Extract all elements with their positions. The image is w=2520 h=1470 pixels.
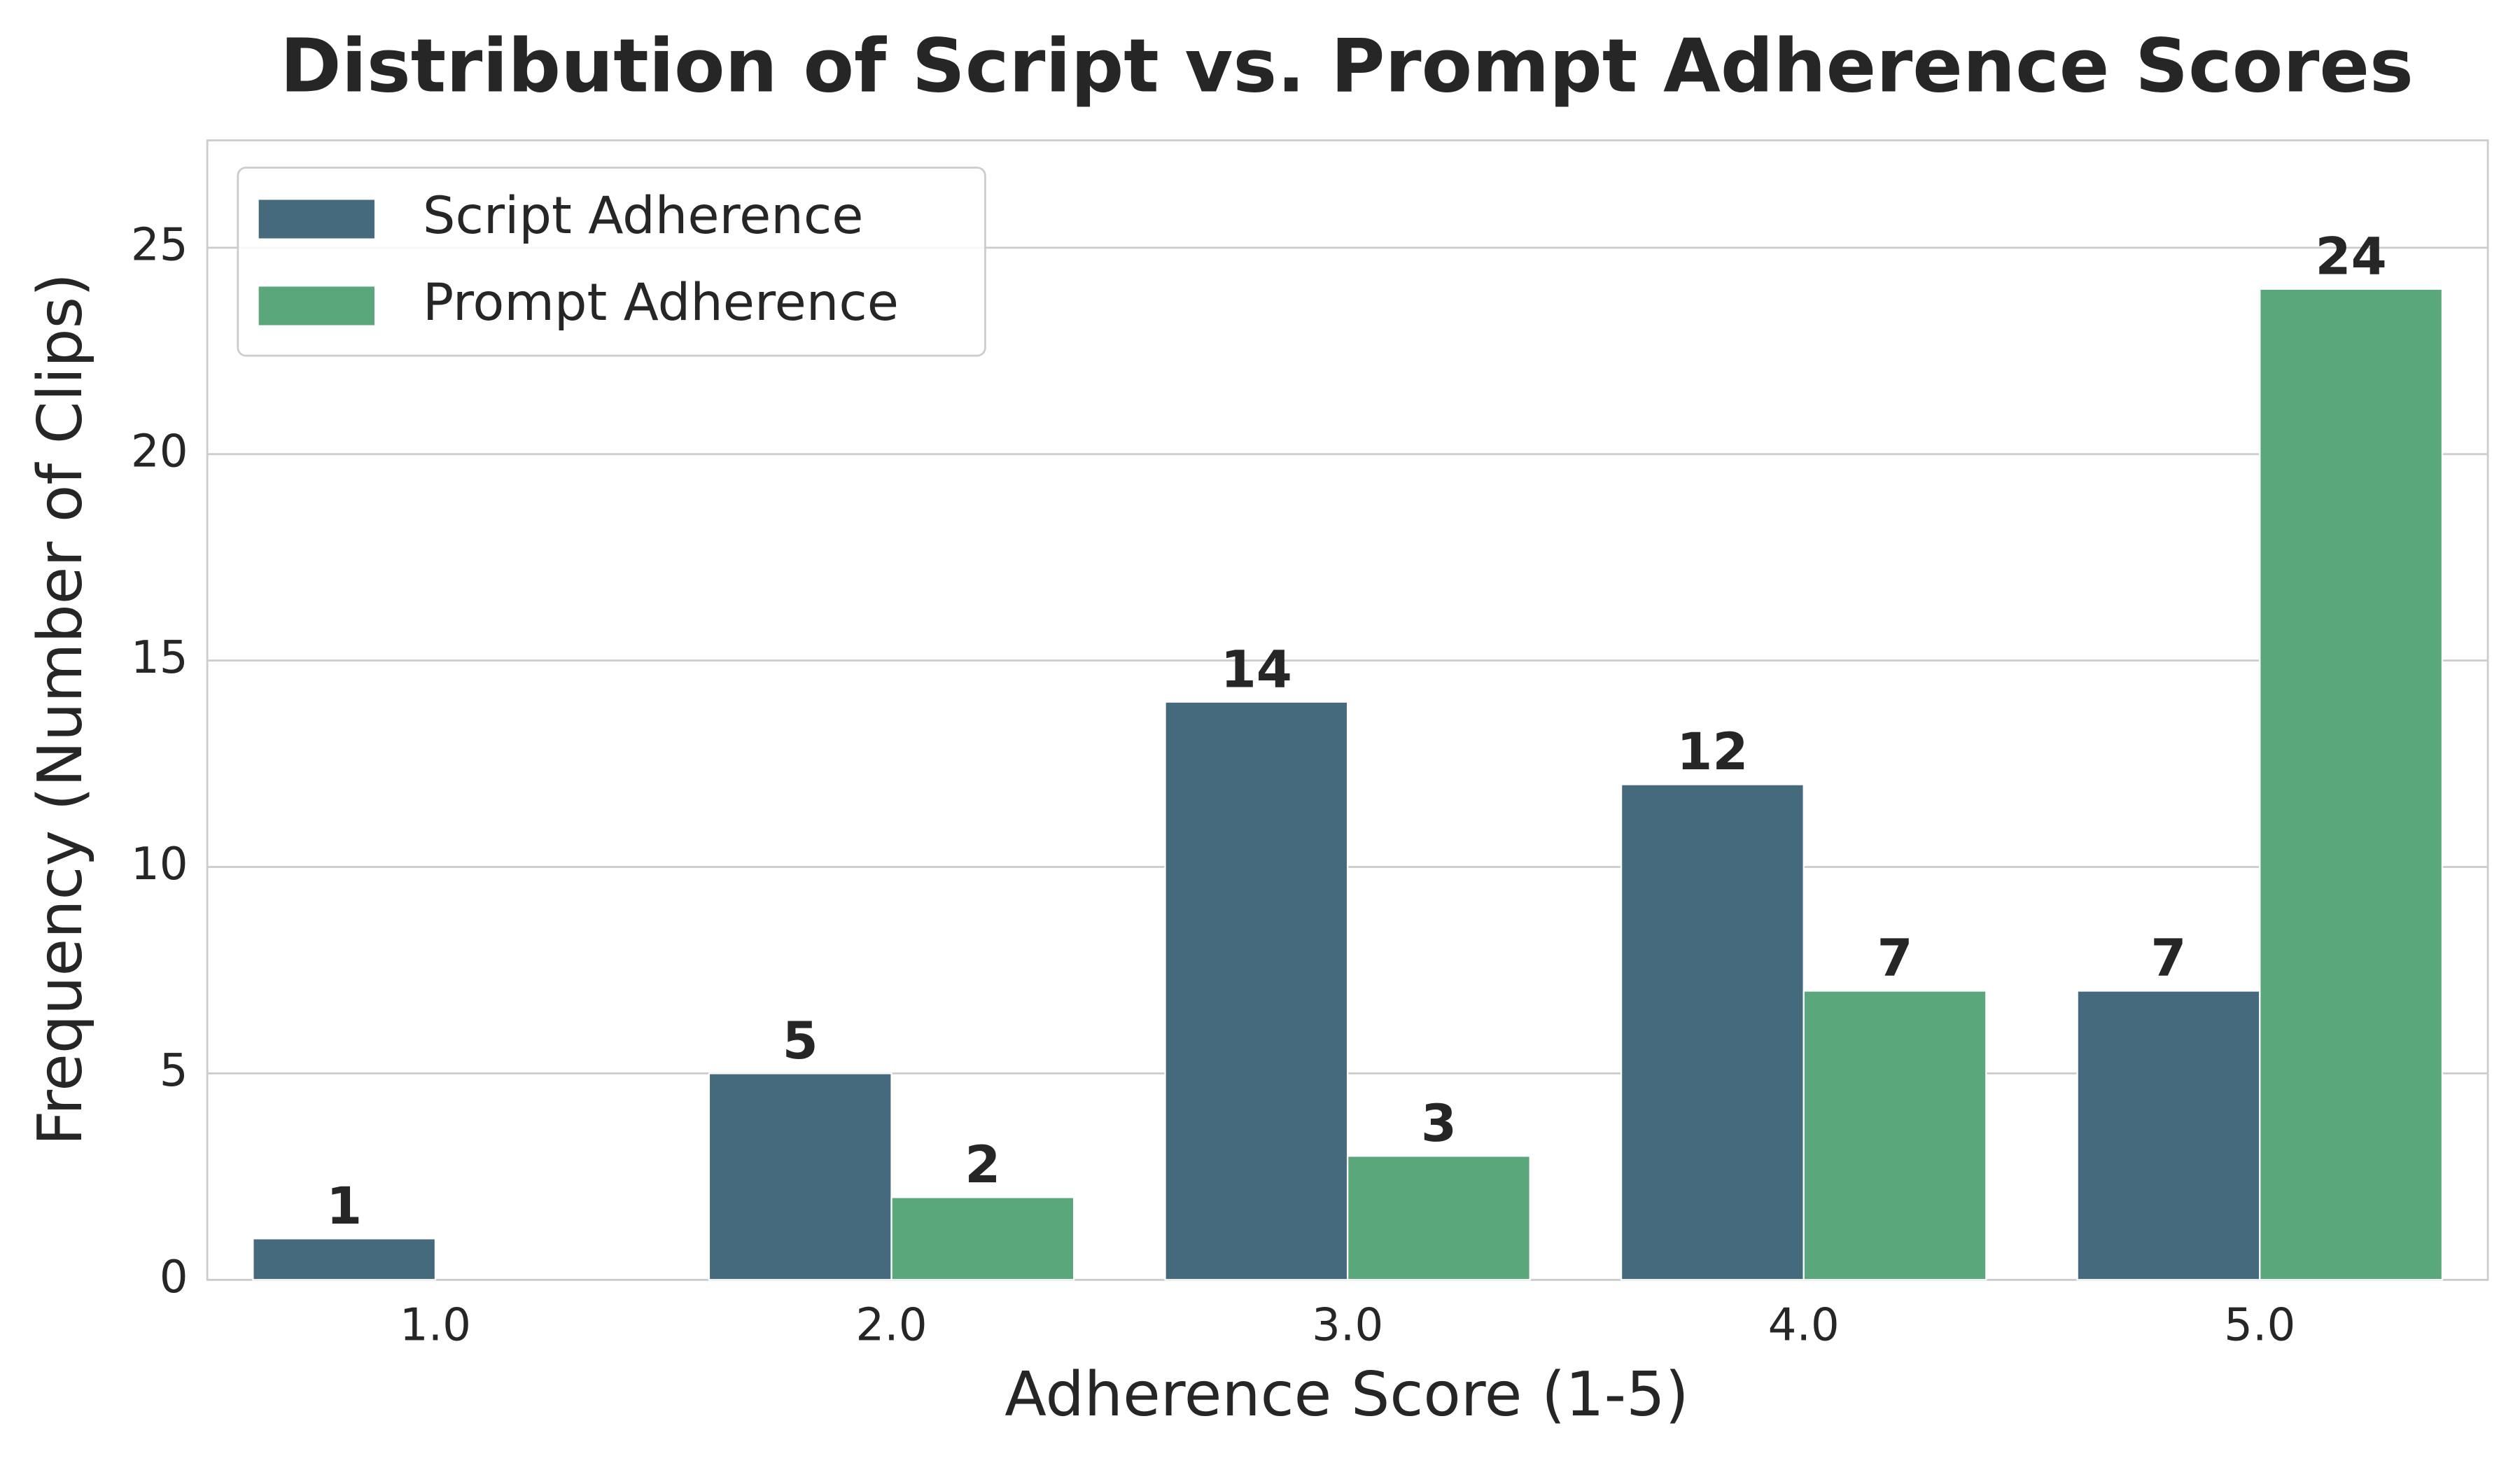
y-tick-label: 0 [160,1251,188,1303]
bar [1346,1155,1531,1281]
value-label: 5 [783,1011,818,1071]
value-label: 24 [2315,227,2386,287]
value-label: 2 [965,1135,1000,1195]
x-tick-label: 3.0 [1312,1299,1383,1352]
bar [252,1238,437,1281]
bar [2259,288,2444,1281]
chart-title: Distribution of Script vs. Prompt Adhere… [280,23,2414,109]
y-tick-label: 10 [131,838,188,890]
y-tick-label: 15 [131,631,188,684]
legend-label: Prompt Adherence [423,273,899,332]
y-axis-label: Frequency (Number of Clips) [24,273,96,1146]
value-label: 1 [326,1177,362,1236]
bar [708,1072,892,1281]
bar [1802,990,1987,1281]
value-label: 7 [2150,929,2186,988]
legend-swatch [258,286,374,326]
bar [1164,701,1349,1281]
x-axis-label: Adherence Score (1-5) [1004,1359,1688,1430]
bar [1620,783,1805,1281]
legend-label: Script Adherence [423,186,864,246]
y-tick-label: 25 [131,218,188,271]
value-label: 12 [1676,722,1748,782]
legend-box [237,167,986,357]
y-tick-label: 20 [131,425,188,477]
value-label: 7 [1877,929,1912,988]
value-label: 14 [1221,640,1292,699]
y-tick-label: 5 [160,1044,188,1097]
x-tick-label: 5.0 [2224,1299,2295,1352]
legend-swatch [258,200,374,239]
bar [2076,990,2261,1281]
bar [890,1196,1075,1281]
x-tick-label: 4.0 [1768,1299,1840,1352]
x-tick-label: 2.0 [855,1299,927,1352]
value-label: 3 [1421,1094,1457,1154]
x-tick-label: 1.0 [400,1299,471,1352]
